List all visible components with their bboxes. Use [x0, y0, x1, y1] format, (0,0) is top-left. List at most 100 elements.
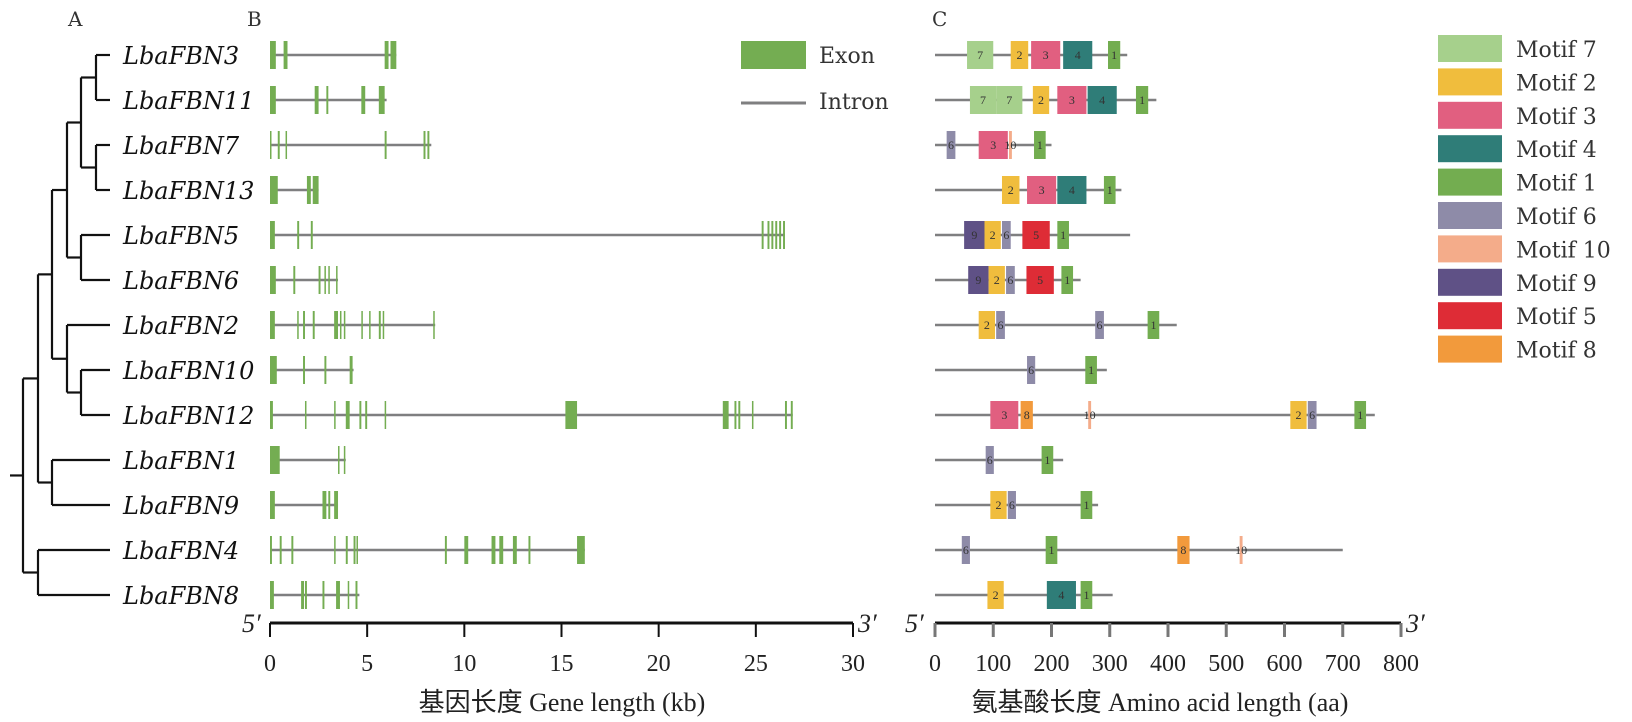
- motif-block-1: [1057, 221, 1069, 249]
- exon-block: [297, 221, 300, 249]
- motif-legend-swatch: [1438, 235, 1502, 263]
- exon-block: [361, 86, 366, 114]
- motif-legend-label: Motif 4: [1516, 138, 1597, 163]
- motif-block-4: [1057, 176, 1087, 204]
- protein-motif-row: 7 7 2 3 4 1: [935, 86, 1157, 114]
- motif-number: 4: [1099, 93, 1105, 107]
- aa-axis-3prime: 3′: [1405, 609, 1425, 638]
- exon-block: [722, 401, 729, 429]
- motif-block-2: [988, 266, 1005, 294]
- motif-block-6: [1007, 491, 1016, 519]
- exon-block: [390, 41, 397, 69]
- motif-number: 1: [1150, 318, 1156, 332]
- exon-block: [270, 131, 272, 159]
- motif-block-1: [1061, 266, 1074, 294]
- motif-block-3: [978, 131, 1008, 159]
- exon-block: [301, 581, 305, 609]
- exon-block: [328, 266, 330, 294]
- aa-axis-tick-label: 200: [1034, 651, 1070, 677]
- exon-block: [349, 356, 353, 384]
- motif-block-2: [978, 311, 995, 339]
- exon-block: [285, 131, 288, 159]
- motif-number: 5: [1037, 273, 1043, 287]
- motif-legend-swatch: [1438, 302, 1502, 330]
- exon-block: [343, 311, 346, 339]
- gene-axis-tick-label: 25: [744, 651, 768, 677]
- motif-number: 4: [1058, 588, 1064, 602]
- exon-block: [270, 491, 275, 519]
- motif-number: 9: [975, 273, 981, 287]
- gene-axis-tick-label: 30: [841, 651, 865, 677]
- exon-block: [751, 401, 754, 429]
- motif-number: 2: [984, 318, 990, 332]
- exon-block: [270, 536, 272, 564]
- exon-block: [322, 581, 325, 609]
- motif-number: 10: [1235, 543, 1247, 557]
- motif-number: 8: [1024, 408, 1030, 422]
- gene-structure-row: [270, 41, 397, 69]
- exon-block: [324, 356, 327, 384]
- motif-block-9: [964, 221, 985, 249]
- exon-block: [790, 401, 793, 429]
- motif-number: 1: [1083, 588, 1089, 602]
- motif-block-10: [1239, 536, 1243, 564]
- exon-block: [345, 536, 348, 564]
- motif-block-1: [1354, 401, 1367, 429]
- motif-number: 6: [1028, 363, 1034, 377]
- exon-block: [734, 401, 737, 429]
- motif-block-6: [1095, 311, 1104, 339]
- motif-block-1: [1103, 176, 1116, 204]
- gene-axis-3prime: 3′: [857, 609, 877, 638]
- exon-block: [279, 536, 282, 564]
- exon-block: [464, 536, 469, 564]
- gene-legend: Exon Intron: [741, 41, 889, 115]
- gene-structure-row: [270, 86, 387, 114]
- motif-number: 6: [987, 453, 993, 467]
- exon-block: [359, 401, 362, 429]
- motif-legend-label: Motif 10: [1516, 238, 1611, 263]
- motif-block-1: [1085, 356, 1097, 384]
- exon-block: [303, 356, 305, 384]
- motif-number: 1: [1111, 48, 1117, 62]
- exon-block: [343, 446, 346, 474]
- motif-number: 6: [1003, 228, 1009, 242]
- motif-block-3: [1031, 41, 1061, 69]
- gene-axis-5prime: 5′: [242, 609, 261, 638]
- exon-block: [382, 311, 385, 339]
- exon-block: [767, 221, 770, 249]
- motif-number: 1: [1037, 138, 1043, 152]
- exon-block: [310, 221, 313, 249]
- motif-block-9: [968, 266, 989, 294]
- exon-block: [304, 401, 307, 429]
- motif-legend-label: Motif 8: [1516, 339, 1597, 364]
- exon-block: [356, 536, 358, 564]
- intron-legend-label: Intron: [819, 90, 889, 115]
- exon-block: [334, 311, 339, 339]
- exon-block: [353, 536, 356, 564]
- motif-number: 10: [1084, 408, 1096, 422]
- motif-legend-label: Motif 6: [1516, 205, 1597, 230]
- gene-axis-tick-label: 0: [264, 651, 276, 677]
- motif-number: 6: [1097, 318, 1103, 332]
- phylogenetic-tree: [10, 53, 110, 597]
- gene-name: LbaFBN5: [122, 222, 239, 250]
- exon-legend-label: Exon: [819, 44, 875, 69]
- gene-name: LbaFBN7: [122, 132, 240, 160]
- exon-block: [491, 536, 496, 564]
- motif-number: 6: [1309, 408, 1315, 422]
- protein-motif-row: 6 1 8 10: [935, 536, 1343, 564]
- gene-structure-row: [270, 581, 360, 609]
- exon-block: [334, 536, 336, 564]
- gene-name: LbaFBN4: [122, 537, 239, 565]
- motif-number: 4: [1069, 183, 1075, 197]
- gene-structure-row: [270, 176, 319, 204]
- gene-name: LbaFBN3: [122, 42, 239, 70]
- motif-number: 1: [1139, 93, 1145, 107]
- motif-block-1: [1080, 491, 1093, 519]
- motif-legend-swatch: [1438, 35, 1502, 62]
- motif-number: 4: [1075, 48, 1081, 62]
- aa-axis-tick-label: 400: [1150, 651, 1186, 677]
- exon-block: [775, 221, 778, 249]
- motif-number: 10: [1004, 138, 1016, 152]
